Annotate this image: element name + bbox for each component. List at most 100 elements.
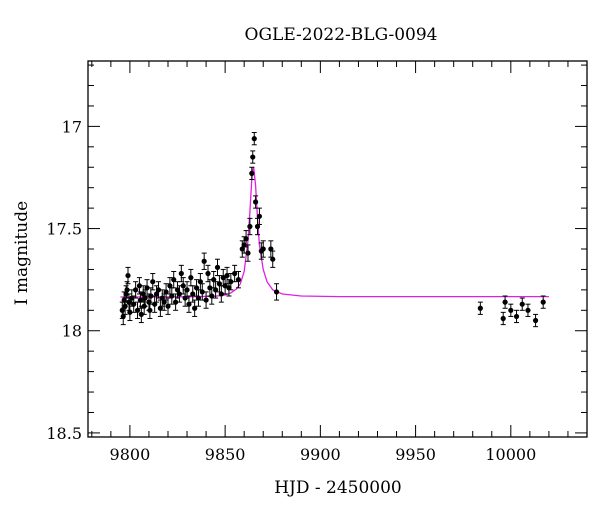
data-marker (171, 277, 177, 283)
data-marker (188, 275, 194, 281)
data-marker (502, 299, 508, 305)
data-marker (532, 317, 539, 324)
data-point (150, 273, 156, 291)
data-point (540, 295, 546, 309)
data-marker (224, 272, 230, 279)
data-point (171, 270, 177, 289)
data-marker (180, 283, 186, 289)
data-marker (256, 213, 263, 219)
data-point (513, 309, 520, 324)
data-marker (197, 279, 203, 285)
data-marker (125, 272, 131, 279)
data-marker (260, 246, 266, 252)
data-marker (144, 285, 150, 291)
data-marker (232, 270, 238, 277)
data-point (235, 270, 242, 289)
data-marker (213, 287, 219, 293)
data-marker (214, 264, 221, 270)
data-point (508, 303, 514, 317)
data-marker (519, 301, 525, 307)
data-marker (222, 283, 228, 289)
x-tick-label: 9800 (110, 445, 151, 464)
data-point (203, 291, 209, 309)
y-tick-label: 18 (62, 322, 82, 341)
data-point (165, 297, 171, 315)
data-point (186, 295, 192, 313)
data-marker (173, 299, 179, 305)
data-point (209, 287, 215, 305)
data-marker (190, 291, 196, 297)
data-marker (243, 236, 249, 242)
data-marker (249, 170, 255, 176)
data-marker (235, 277, 242, 283)
data-point (477, 301, 483, 315)
data-marker (239, 246, 245, 252)
y-tick-label: 18.5 (46, 424, 82, 443)
data-marker (211, 277, 217, 283)
data-point (273, 283, 280, 301)
data-marker (167, 283, 173, 289)
data-marker (150, 279, 156, 285)
data-point (249, 166, 255, 181)
data-marker (201, 258, 207, 264)
x-axis-label: HJD - 2450000 (274, 478, 402, 498)
data-marker (136, 283, 143, 289)
data-point (245, 244, 251, 262)
data-point (201, 252, 207, 270)
x-tick-label: 9900 (300, 445, 341, 464)
data-marker (184, 287, 190, 293)
data-marker (270, 256, 276, 262)
data-point (268, 240, 274, 258)
data-point (525, 303, 531, 317)
data-point (131, 295, 137, 313)
data-point (176, 285, 183, 303)
data-point (137, 291, 143, 309)
data-marker (203, 297, 209, 303)
data-point (161, 293, 167, 311)
data-marker (216, 281, 223, 287)
data-point (169, 287, 175, 305)
data-marker (477, 305, 483, 311)
data-point (188, 268, 194, 287)
data-point (193, 279, 200, 297)
data-marker (540, 299, 546, 305)
data-marker (178, 270, 184, 277)
data-marker (148, 293, 154, 299)
data-point (270, 250, 276, 268)
data-marker (205, 270, 211, 277)
data-point (184, 281, 190, 299)
data-marker (120, 313, 126, 320)
data-marker (195, 295, 202, 301)
axis-tick-labels: 9800 9850 9900 9950 10000 17 17.5 18 18.5 (46, 117, 536, 464)
data-marker (153, 291, 160, 297)
data-marker (525, 307, 531, 313)
data-marker (169, 293, 175, 299)
data-point (500, 311, 506, 326)
plot-frame (87, 60, 588, 438)
data-point (142, 289, 148, 307)
data-marker (251, 136, 257, 142)
chart-title: OGLE-2022-BLG-0094 (245, 25, 438, 45)
axis-ticks (88, 61, 588, 437)
data-marker (126, 299, 132, 305)
data-point (247, 217, 253, 236)
data-point (173, 293, 179, 311)
data-marker (152, 301, 158, 307)
data-point (213, 281, 219, 299)
data-point (127, 303, 133, 322)
data-marker (174, 287, 181, 293)
data-point (251, 132, 257, 146)
y-tick-label: 17 (62, 117, 82, 136)
data-point (502, 295, 508, 309)
data-marker (137, 297, 143, 303)
data-points-group (119, 132, 546, 328)
data-marker (138, 311, 144, 317)
data-marker (241, 242, 247, 248)
data-marker (245, 250, 251, 256)
data-marker (218, 291, 224, 297)
data-marker (193, 285, 200, 291)
y-axis-label: I magnitude (12, 201, 32, 305)
data-point (519, 297, 525, 311)
data-marker (176, 291, 183, 297)
